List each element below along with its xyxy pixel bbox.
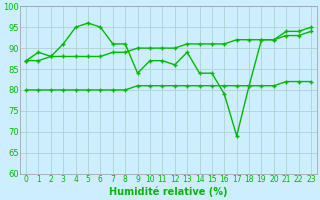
X-axis label: Humidité relative (%): Humidité relative (%) [109, 187, 228, 197]
